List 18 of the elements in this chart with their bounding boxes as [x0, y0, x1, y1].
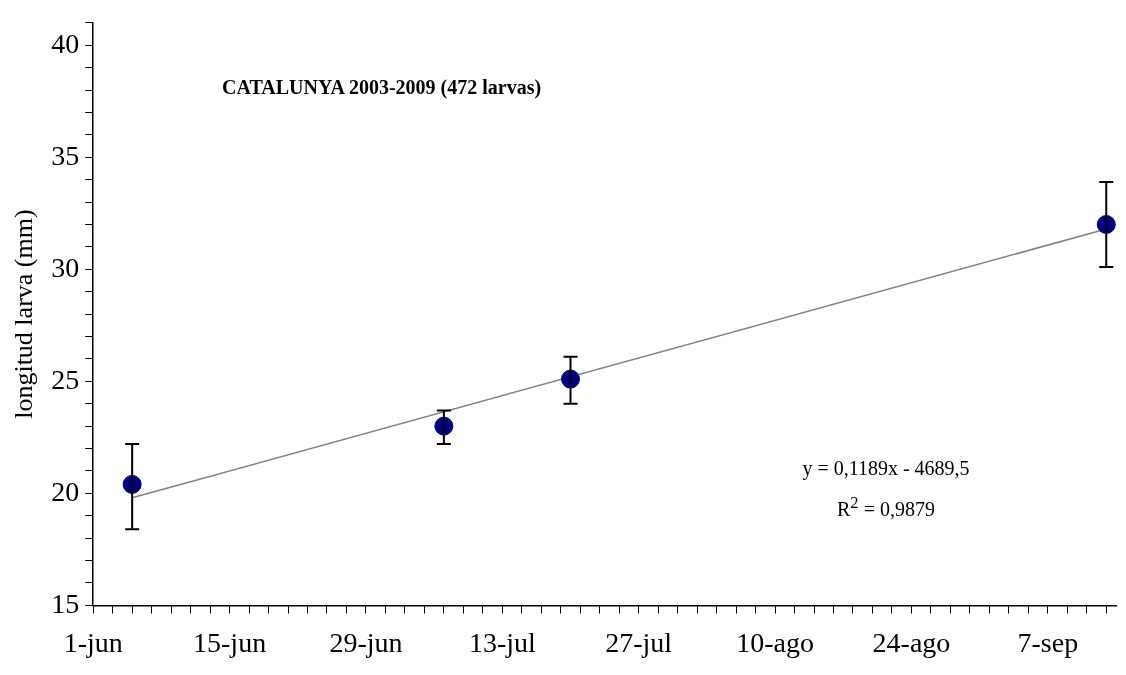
- y-tick-label: 35: [51, 139, 80, 171]
- annotation: y = 0,1189x - 4689,5: [802, 457, 970, 480]
- y-tick-label: 20: [51, 475, 80, 507]
- x-tick-label: 13-jul: [468, 626, 536, 658]
- y-tick-label: 30: [51, 251, 80, 283]
- y-tick-label: 15: [51, 587, 80, 619]
- x-tick-label: 24-ago: [872, 626, 951, 658]
- y-tick-label: 25: [51, 363, 80, 395]
- x-tick-label: 7-sep: [1017, 626, 1079, 658]
- x-tick-label: 10-ago: [736, 626, 814, 658]
- text: CATALUNYA 2003-2009 (472 larvas): [222, 76, 542, 99]
- x-tick-label: 27-jul: [605, 626, 673, 658]
- y-tick-label: 40: [51, 27, 80, 59]
- annotation: R$^{2}$ = 0,9879: [837, 493, 935, 521]
- y-axis-title: longitud larva (mm): [9, 209, 39, 419]
- x-tick-label: 29-jun: [329, 626, 403, 658]
- x-tick-label: 15-jun: [193, 626, 267, 658]
- x-tick-label: 1-jun: [63, 626, 123, 658]
